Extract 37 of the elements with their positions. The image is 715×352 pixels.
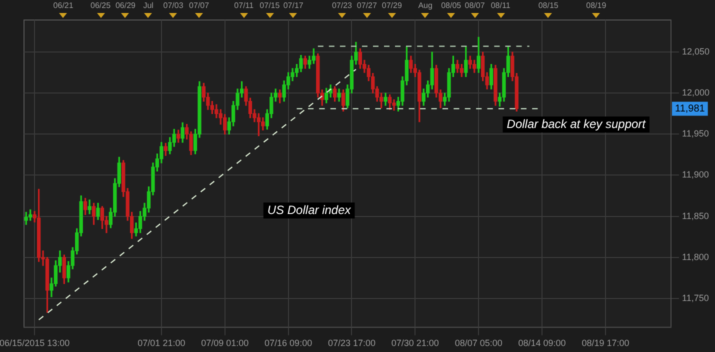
text: 07/23 xyxy=(332,1,353,10)
text: 07/17 xyxy=(283,1,304,10)
text: Jul xyxy=(143,1,154,10)
x-tick-label: 07/01 21:00 xyxy=(138,338,186,348)
text: 08/15 xyxy=(538,1,559,10)
x-tick-label: 07/23 17:00 xyxy=(328,338,376,348)
x-tick-label: 08/07 05:00 xyxy=(454,338,502,348)
annotation: Dollar back at key support xyxy=(506,116,646,131)
text: 06/29 xyxy=(115,1,136,10)
x-tick-label: 08/19 17:00 xyxy=(582,338,630,348)
text: 08/19 xyxy=(586,1,607,10)
x-tick-label: 07/09 01:00 xyxy=(201,338,249,348)
y-tick-label: 11,900 xyxy=(682,170,709,180)
y-tick-label: 12,000 xyxy=(682,88,710,98)
text: 06/21 xyxy=(53,1,74,10)
text: 07/11 xyxy=(234,1,254,10)
y-tick-label: 12,050 xyxy=(682,46,710,57)
x-tick-label: 06/15/2015 13:00 xyxy=(0,338,70,348)
y-tick-label: 11,800 xyxy=(682,252,709,262)
y-tick-label: 11,750 xyxy=(682,292,709,303)
y-tick-label: 11,850 xyxy=(682,210,709,221)
x-tick-label: 07/30 21:00 xyxy=(391,338,439,348)
text: 08/11 xyxy=(490,1,511,10)
text: 08/05 xyxy=(441,1,462,10)
text: 06/25 xyxy=(90,1,112,10)
x-tick-label: 07/16 09:00 xyxy=(264,338,312,348)
text: 08/07 xyxy=(464,1,486,10)
annotation: US Dollar index xyxy=(267,202,352,217)
annotation: 11,981 xyxy=(675,103,706,114)
x-tick-label: 08/14 09:00 xyxy=(518,338,566,348)
text: 07/07 xyxy=(189,1,210,10)
text: 07/15 xyxy=(260,1,280,10)
text: 07/03 xyxy=(163,1,184,10)
y-tick-label: 11,950 xyxy=(682,128,709,139)
text: 07/29 xyxy=(382,1,402,10)
text: 07/27 xyxy=(356,1,378,10)
text: Aug xyxy=(418,1,432,10)
